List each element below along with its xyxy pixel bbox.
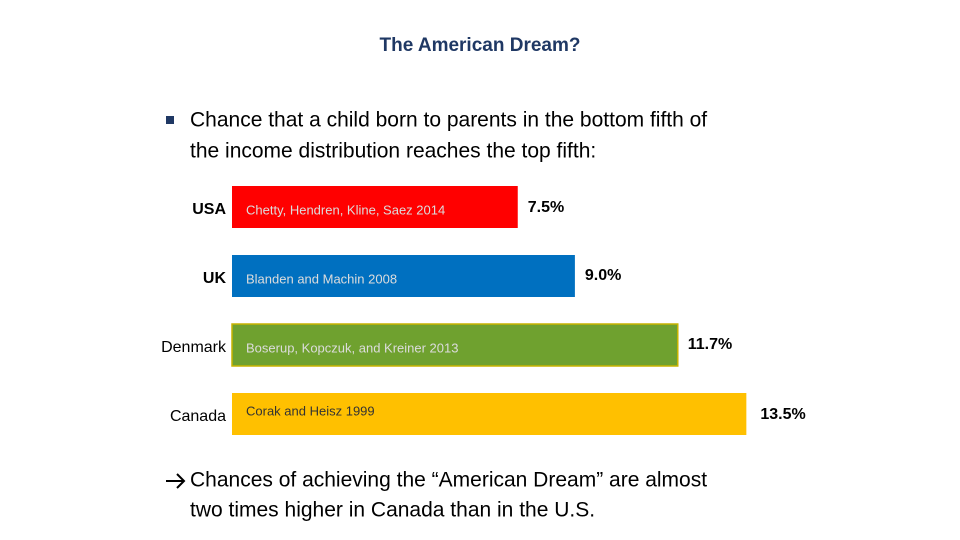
category-label: UK — [203, 270, 227, 287]
category-label: USA — [192, 201, 226, 218]
bullet-line: the income distribution reaches the top … — [190, 140, 596, 163]
title: The American Dream? — [380, 35, 581, 56]
value-label: 11.7% — [688, 336, 732, 353]
source-annotation: Blanden and Machin 2008 — [246, 271, 397, 286]
bar — [232, 255, 575, 297]
category-label: Canada — [170, 408, 226, 425]
bar — [232, 393, 747, 435]
bullet-line: Chance that a child born to parents in t… — [190, 109, 707, 132]
bullet-marker — [166, 116, 174, 124]
source-annotation: Corak and Heisz 1999 — [246, 403, 375, 418]
bar — [231, 323, 679, 367]
source-annotation: Chetty, Hendren, Kline, Saez 2014 — [246, 202, 445, 217]
conclusion-line: Chances of achieving the “American Dream… — [190, 469, 707, 492]
value-label: 9.0% — [585, 267, 621, 284]
value-label: 7.5% — [528, 199, 564, 216]
conclusion-line: two times higher in Canada than in the U… — [190, 499, 595, 522]
value-label: 13.5% — [760, 406, 805, 423]
bar — [232, 186, 518, 228]
source-annotation: Boserup, Kopczuk, and Kreiner 2013 — [246, 340, 458, 355]
bar-chart: USA Chetty, Hendren, Kline, Saez 2014 7.5%… — [161, 186, 806, 435]
arrow-icon — [166, 473, 186, 489]
category-label: Denmark — [161, 339, 227, 356]
